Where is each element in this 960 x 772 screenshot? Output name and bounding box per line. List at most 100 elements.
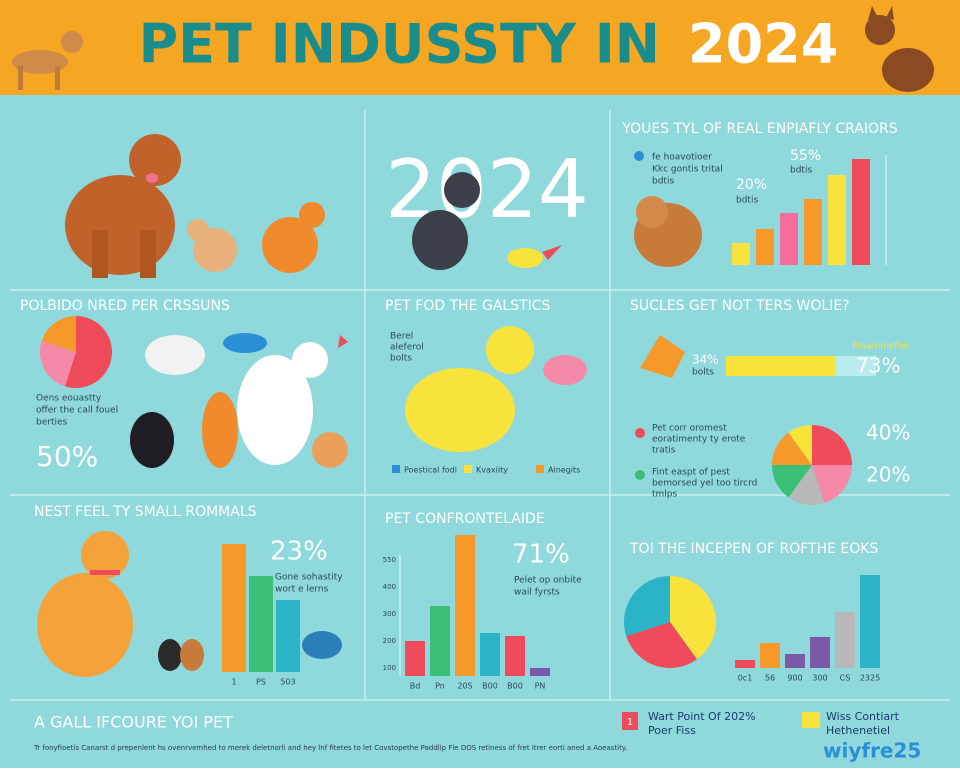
note: eoratimenty ty erote: [652, 435, 746, 445]
bar: [804, 199, 822, 265]
note: bolts: [390, 354, 412, 364]
fine-print: Tr fonyfioetis Canarst d prepenlent hs o…: [33, 744, 627, 752]
note: tmlps: [652, 490, 678, 500]
bar-label: CS: [840, 674, 851, 683]
bar: [785, 654, 805, 668]
note: Fint easpt of pest: [652, 468, 730, 478]
axis-label: 200: [383, 637, 396, 645]
pie-slice: [40, 340, 76, 387]
pie-slice: [812, 425, 852, 465]
title: PET INDUSSTY IN: [139, 13, 660, 76]
cat-illustration: [187, 202, 325, 273]
footer-heading: A GALL IFCOURE YOI PET: [34, 713, 233, 732]
note: berties: [36, 418, 68, 428]
note-dot: [635, 428, 645, 438]
panel-heading: NEST FEEL TY SMALL ROMMALS: [34, 504, 257, 520]
legend-dot: [634, 151, 644, 161]
legend-text: Ainegits: [548, 466, 580, 475]
stat: 50%: [36, 440, 98, 473]
bar: [828, 175, 846, 265]
pie-label: 40%: [866, 421, 910, 445]
animals-group: [130, 333, 348, 468]
title-year: 2024: [688, 13, 838, 76]
stat: 71%: [512, 540, 570, 570]
dog-illustration: [65, 134, 181, 278]
note: bemorsed yel too tircrd: [652, 479, 757, 489]
bar-label: 1: [231, 678, 236, 687]
panel-heading: YOUES TYL OF REAL ENPIAFLY CRAIORS: [621, 121, 897, 137]
leaf: [640, 335, 685, 378]
note: wort e lerns: [275, 585, 329, 595]
badge-text: Wart Point Of 202%: [648, 710, 756, 723]
pie-slice: [41, 316, 76, 352]
stat-note: bolts: [692, 368, 714, 378]
legend-swatch: [392, 465, 400, 473]
bar: [780, 213, 798, 265]
bar: [222, 544, 246, 672]
bar: [480, 633, 500, 676]
legend-text: bdtis: [652, 177, 674, 187]
pie-slice: [772, 432, 812, 465]
badge-text: Poer Fiss: [648, 724, 696, 737]
pie-slice: [626, 622, 698, 668]
header-cat-left: [12, 31, 83, 90]
legend-swatch: [464, 465, 472, 473]
bar-label: PS: [256, 678, 266, 687]
footer-text: Hethenetiel: [826, 724, 890, 737]
orange-dog: [37, 531, 342, 677]
note: Oens eouastty: [36, 394, 102, 404]
note: Berel: [390, 332, 413, 342]
bar: [249, 576, 273, 672]
pie-label: 20%: [866, 463, 910, 487]
bar-label: B00: [482, 682, 498, 691]
footer-text: Wiss Contiart: [826, 710, 900, 723]
legend-text: fe hoavotioer: [652, 153, 712, 163]
yellow-dog: [405, 326, 587, 452]
note: wail fyrsts: [514, 588, 560, 598]
bar-label: 300: [812, 674, 827, 683]
legend: Poestical fodl Kvaxiity Ainegits: [392, 465, 580, 475]
progress-caption: Proaminefiel: [852, 342, 908, 352]
bar-label: 0c1: [738, 674, 753, 683]
note: tratis: [652, 446, 676, 456]
bar-label: 503: [280, 678, 295, 687]
bar: [735, 660, 755, 668]
bar-label: 20S: [457, 682, 472, 691]
pie-slice: [670, 576, 717, 660]
pie-slice: [64, 316, 112, 388]
bar: [852, 159, 870, 265]
stat: 55%: [790, 148, 821, 164]
progress-bar: [726, 356, 836, 376]
bar: [405, 641, 425, 676]
axis-label: 300: [383, 610, 396, 618]
bird: [507, 245, 562, 268]
bar: [276, 600, 300, 672]
big-year: 2024: [385, 143, 589, 236]
stat-note: bdtis: [736, 196, 758, 206]
progress-label: 73%: [856, 354, 900, 378]
bar-label: Pn: [435, 682, 445, 691]
note: Pelet op onbite: [514, 576, 582, 586]
bar: [810, 637, 830, 668]
brand: wiyfre25: [823, 739, 921, 763]
stat-note: bdtis: [790, 166, 812, 176]
bar-label: B00: [507, 682, 523, 691]
bar: [530, 668, 550, 676]
axis-label: 400: [383, 583, 396, 591]
note: offer the call fouel: [36, 406, 118, 416]
pie-slice: [624, 576, 670, 637]
pie-slice: [788, 425, 812, 465]
pie-slice: [812, 465, 852, 504]
bar-label: PN: [535, 682, 546, 691]
bar: [756, 229, 774, 265]
bar: [860, 575, 880, 668]
pie-slice: [788, 465, 825, 506]
stat: 34%: [692, 353, 719, 367]
stat: 23%: [270, 537, 328, 567]
legend-text: Kvaxiity: [476, 466, 508, 475]
badge-number: 1: [627, 717, 633, 728]
stat: 20%: [736, 177, 767, 193]
legend-swatch: [802, 712, 820, 728]
bar: [455, 535, 475, 676]
